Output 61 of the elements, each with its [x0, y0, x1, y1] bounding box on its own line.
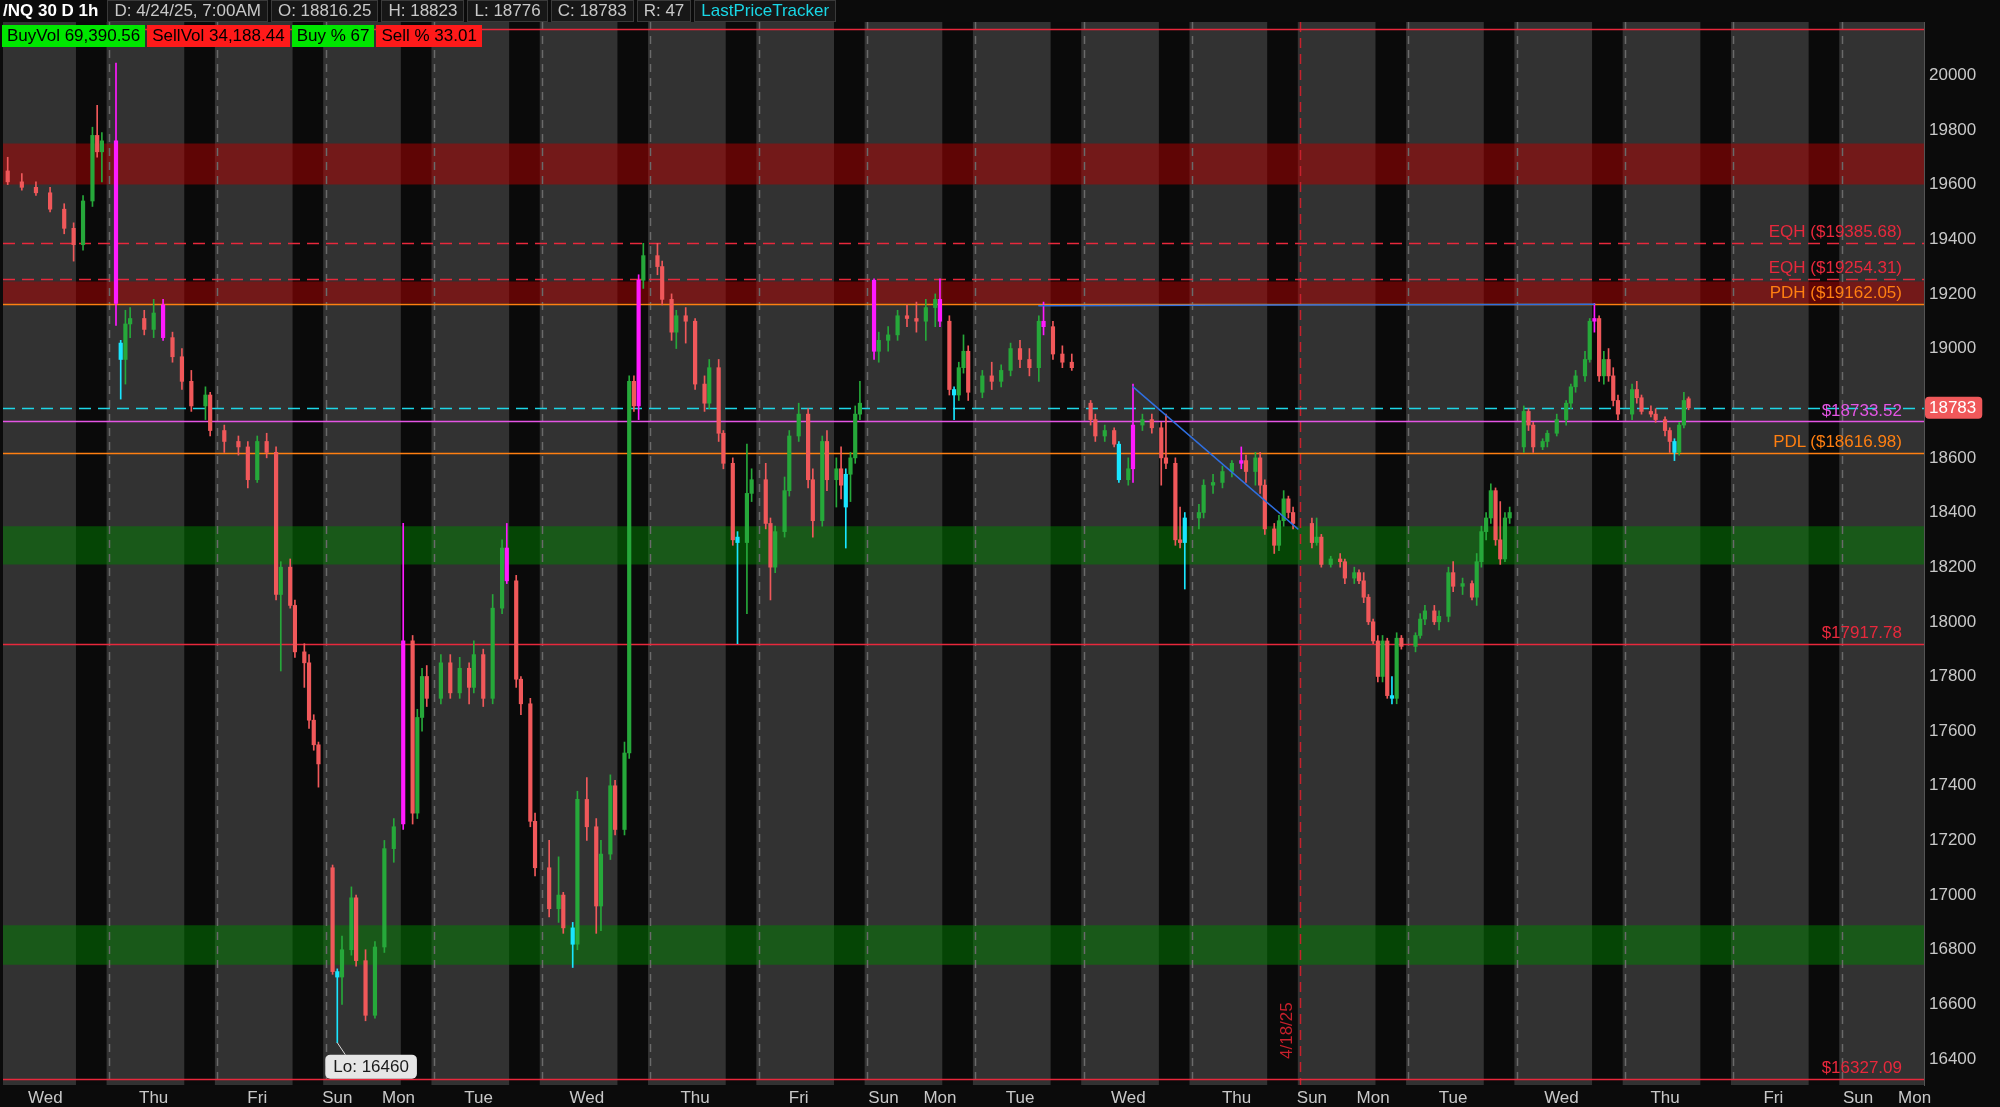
- annotation: BuyVol 69,390.56: [2, 25, 146, 47]
- x-tick-label: Fri: [247, 1087, 268, 1107]
- y-tick-label: 16800: [1929, 939, 1977, 959]
- annotation: Lo: 16460: [333, 1057, 409, 1077]
- y-tick-label: 17200: [1929, 830, 1977, 850]
- ref-line-label: PDH ($19162.05): [1769, 283, 1902, 303]
- x-tick-label: Sun: [1842, 1087, 1874, 1107]
- y-tick-label: 20000: [1929, 64, 1977, 84]
- y-tick-label: 18400: [1929, 502, 1977, 522]
- x-tick-label: Mon: [1898, 1087, 1932, 1107]
- y-tick-label: 17000: [1929, 884, 1977, 904]
- x-tick-label: Sun: [1296, 1087, 1328, 1107]
- text: O: 18816.25: [270, 0, 379, 22]
- ref-line-label: $17917.78: [1821, 623, 1902, 643]
- y-tick-label: 17400: [1929, 775, 1977, 795]
- y-tick-label: 19800: [1929, 119, 1977, 139]
- y-tick-label: 18000: [1929, 611, 1977, 631]
- x-tick-label: Wed: [1110, 1087, 1146, 1107]
- text: D: 4/24/25, 7:00AM: [107, 0, 268, 22]
- y-tick-label: 19200: [1929, 283, 1977, 303]
- y-tick-label: 17600: [1929, 720, 1977, 740]
- annotation: Buy % 67: [291, 25, 375, 47]
- text: H: 18823: [381, 0, 465, 22]
- annotation: Sell % 33.01: [376, 25, 482, 47]
- x-tick-label: Mon: [923, 1087, 957, 1107]
- y-tick-label: 16400: [1929, 1048, 1977, 1068]
- x-tick-label: Thu: [680, 1087, 710, 1107]
- text: LastPriceTracker: [694, 0, 837, 22]
- x-tick-label: Sun: [322, 1087, 353, 1107]
- y-tick-label: 18783: [1929, 397, 1977, 417]
- x-tick-label: Thu: [139, 1087, 169, 1107]
- x-tick-label: Tue: [1438, 1087, 1468, 1107]
- x-tick-label: Wed: [1544, 1087, 1579, 1107]
- x-tick-label: Mon: [1356, 1087, 1390, 1107]
- text: C: 18783: [550, 0, 634, 22]
- y-tick-label: 16600: [1929, 994, 1977, 1014]
- x-tick-label: Thu: [1221, 1087, 1252, 1107]
- y-tick-label: 19400: [1929, 228, 1977, 248]
- x-tick-label: Wed: [569, 1087, 605, 1107]
- y-tick-label: 18200: [1929, 556, 1977, 576]
- ref-line-label: PDL ($18616.98): [1773, 432, 1902, 452]
- x-tick-label: Fri: [1763, 1087, 1784, 1107]
- ref-line-label: EQH ($19254.31): [1768, 258, 1902, 278]
- x-tick-label: Wed: [28, 1087, 63, 1107]
- ref-line-label: $16327.09: [1821, 1058, 1902, 1078]
- annotation: 4/18/25: [1277, 1002, 1297, 1059]
- x-tick-label: Mon: [381, 1087, 416, 1107]
- ref-line-label: EQH ($19385.68): [1768, 222, 1902, 242]
- annotation: SellVol 34,188.44: [147, 25, 290, 47]
- chart-title: /NQ 30 D 1h: [2, 0, 100, 22]
- y-tick-label: 19600: [1929, 174, 1977, 194]
- text: R: 47: [636, 0, 692, 22]
- y-tick-label: 19000: [1929, 338, 1977, 358]
- text: L: 18776: [467, 0, 548, 22]
- x-tick-label: Thu: [1650, 1087, 1680, 1107]
- y-tick-label: 18600: [1929, 447, 1977, 467]
- x-tick-label: Sun: [868, 1087, 899, 1107]
- y-tick-label: 17800: [1929, 666, 1977, 686]
- x-tick-label: Tue: [464, 1087, 493, 1107]
- x-tick-label: Tue: [1005, 1087, 1035, 1107]
- x-tick-label: Fri: [788, 1087, 809, 1107]
